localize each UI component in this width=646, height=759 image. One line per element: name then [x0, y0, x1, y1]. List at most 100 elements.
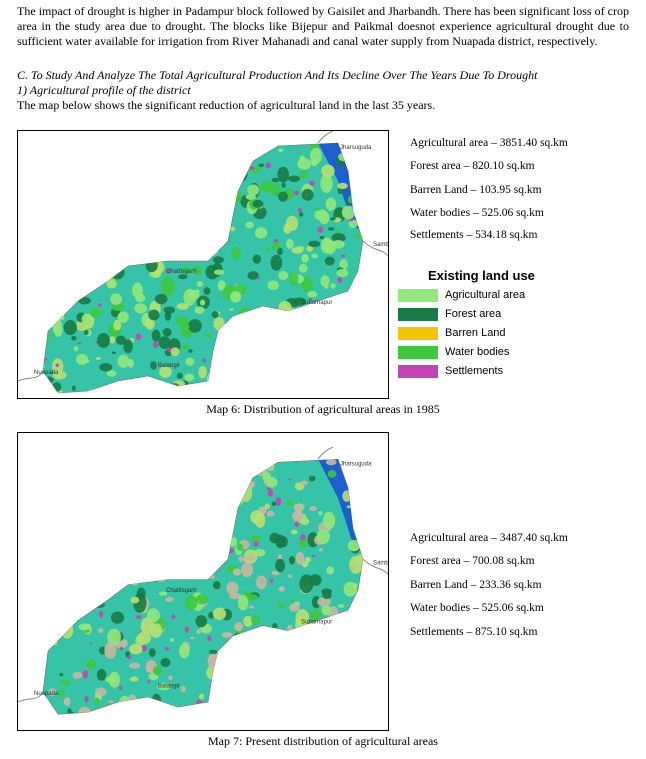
land-patch	[130, 511, 135, 515]
land-patch	[69, 152, 77, 162]
land-patch	[147, 146, 157, 161]
land-patch	[122, 143, 131, 152]
land-patch	[185, 710, 191, 715]
land-patch	[308, 348, 322, 362]
land-patch	[267, 280, 279, 291]
land-patch	[206, 530, 220, 550]
land-patch	[184, 143, 192, 145]
land-patch	[254, 147, 262, 154]
land-patch	[288, 478, 292, 481]
land-patch	[356, 212, 362, 216]
land-patch	[121, 576, 127, 583]
land-patch	[189, 711, 202, 715]
district-area	[42, 142, 364, 394]
land-patch	[77, 342, 82, 345]
land-patch	[89, 175, 97, 183]
land-patch	[55, 363, 60, 368]
map-body: Jharsuguda Sambalpur Chattisgarh Subarnapur…	[17, 446, 402, 715]
land-patch	[323, 511, 336, 530]
land-patch	[93, 269, 98, 273]
land-patch	[135, 545, 141, 552]
land-patch	[84, 220, 91, 229]
land-patch	[74, 213, 80, 222]
land-patch	[359, 346, 363, 359]
land-patch	[50, 313, 65, 322]
land-patch	[160, 162, 167, 166]
land-patch	[209, 491, 219, 505]
land-patch	[196, 280, 204, 288]
land-patch	[195, 201, 209, 218]
land-patch	[94, 518, 105, 532]
land-patch	[75, 501, 87, 510]
land-patch	[184, 566, 195, 575]
land-patch	[264, 503, 270, 510]
district-area	[42, 458, 364, 715]
land-patch	[98, 207, 105, 217]
land-patch	[47, 283, 54, 287]
land-patch	[83, 486, 94, 499]
land-patch	[258, 163, 265, 168]
land-patch	[338, 709, 348, 715]
land-patch	[308, 328, 319, 335]
land-patch	[138, 530, 152, 538]
land-patch	[116, 579, 124, 590]
land-patch	[210, 215, 224, 232]
land-patch	[148, 309, 160, 321]
land-patch	[137, 631, 152, 645]
land-patch	[107, 706, 113, 713]
land-patch	[346, 684, 357, 700]
land-patch	[134, 303, 148, 314]
land-patch	[187, 166, 200, 181]
land-patch	[53, 534, 61, 543]
land-patch	[65, 256, 71, 261]
land-patch	[147, 704, 157, 715]
land-patch	[79, 484, 83, 488]
land-patch	[71, 610, 80, 620]
land-patch	[57, 288, 71, 301]
land-patch	[109, 709, 121, 715]
land-patch	[76, 246, 91, 259]
land-patch	[85, 162, 99, 179]
land-patch	[71, 385, 76, 391]
land-patch	[341, 618, 349, 623]
land-patch	[208, 160, 222, 173]
land-patch	[157, 516, 164, 525]
legend-title: Existing land use	[428, 268, 535, 283]
land-patch	[69, 261, 76, 268]
land-patch	[360, 317, 363, 326]
land-patch	[200, 382, 208, 388]
land-patch	[204, 333, 212, 338]
land-patch	[234, 163, 248, 183]
land-patch	[310, 667, 320, 679]
land-patch	[43, 176, 45, 189]
land-patch	[171, 236, 176, 243]
land-patch	[347, 539, 361, 552]
land-patch	[108, 499, 119, 512]
land-patch	[326, 654, 331, 661]
land-patch	[320, 275, 330, 287]
place-label: Sambalpur	[373, 242, 388, 248]
land-patch	[281, 313, 287, 318]
land-patch	[43, 459, 53, 466]
land-patch	[48, 188, 54, 192]
land-patch	[347, 343, 353, 348]
land-patch	[286, 500, 295, 506]
land-patch	[163, 225, 172, 235]
land-patch	[300, 480, 308, 486]
land-patch	[184, 373, 195, 382]
land-patch	[278, 385, 283, 393]
land-patch	[69, 254, 75, 259]
land-patch	[87, 265, 93, 271]
land-patch	[358, 172, 363, 189]
land-patch	[317, 226, 324, 233]
land-patch	[160, 276, 175, 297]
land-patch	[130, 596, 140, 604]
land-patch	[212, 256, 224, 264]
land-patch	[48, 493, 57, 499]
land-patch	[79, 524, 87, 534]
land-patch	[299, 574, 314, 594]
land-patch	[210, 184, 215, 190]
land-patch	[217, 683, 230, 698]
land-patch	[107, 628, 121, 646]
land-patch	[201, 176, 206, 181]
